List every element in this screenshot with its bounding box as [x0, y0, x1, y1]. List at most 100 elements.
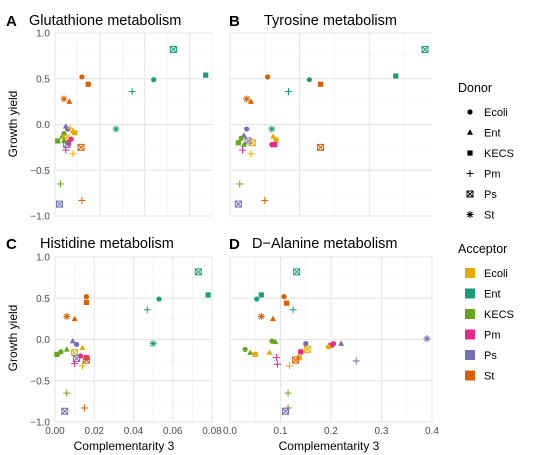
data-point: [270, 133, 277, 139]
legend-plus-icon: [466, 170, 474, 177]
legend-triangle-icon: [467, 129, 473, 135]
legend-color-swatch: [465, 350, 475, 360]
panel-c-x-axis-label: Complementarity 3: [74, 439, 175, 453]
data-point: [303, 345, 311, 353]
data-point: [80, 404, 88, 412]
x-tick-label: 0.3: [375, 426, 389, 437]
data-point: [73, 341, 80, 348]
data-point: [194, 268, 202, 276]
data-point: [71, 359, 79, 367]
legend-asterisk-icon: [466, 211, 474, 218]
data-point: [234, 200, 242, 208]
panel-a: A Glutathione metabolism: [6, 13, 181, 30]
x-tick-label: 0.00: [45, 426, 65, 437]
panel-letter-a: A: [6, 13, 17, 30]
data-point: [236, 180, 244, 188]
data-point: [239, 146, 247, 154]
x-tick-label: 0.0: [223, 426, 237, 437]
data-point: [71, 315, 78, 322]
panel-b-plot: [229, 32, 432, 217]
data-point: [328, 342, 334, 348]
data-point: [265, 74, 271, 80]
data-point: [235, 140, 241, 146]
data-point: [254, 296, 260, 302]
data-point: [63, 346, 70, 352]
data-point: [64, 126, 71, 132]
x-tick-label: 0.02: [85, 426, 105, 437]
data-point: [271, 142, 278, 148]
data-point: [55, 138, 61, 144]
data-point: [83, 299, 89, 305]
data-point: [247, 150, 255, 158]
panel-d-x-axis-label: Complementarity 3: [279, 439, 380, 453]
legend-donor: Donor Ecoli Ent KECS Pm Ps St: [458, 81, 514, 222]
data-point: [243, 95, 251, 103]
data-point: [268, 125, 276, 133]
data-point: [272, 338, 279, 345]
data-point: [247, 98, 254, 104]
y-tick-label: −0.5: [30, 376, 50, 387]
data-point: [273, 360, 281, 368]
panel-b-grid: [229, 32, 432, 217]
data-point: [272, 354, 280, 362]
data-point: [247, 349, 254, 355]
data-point: [79, 344, 86, 350]
data-point: [143, 306, 151, 314]
legend-acceptor-item: St: [465, 370, 494, 383]
legend-donor-label: KECS: [484, 148, 514, 160]
legend-acceptor-label: St: [484, 371, 494, 383]
data-point: [69, 337, 76, 344]
data-point: [156, 296, 162, 302]
data-point: [78, 362, 86, 370]
data-point: [244, 126, 250, 132]
panel-letter-c: C: [6, 236, 17, 253]
x-tick-label: 0.06: [163, 426, 183, 437]
data-point: [284, 389, 292, 397]
panel-b: B Tyrosine metabolism: [229, 13, 397, 30]
legend-donor-label: Ent: [484, 128, 501, 140]
data-point: [66, 124, 74, 132]
legend-square-icon: [467, 150, 473, 156]
data-point: [69, 150, 77, 158]
data-point: [205, 292, 211, 298]
data-point: [286, 362, 294, 370]
panel-d-points: [242, 268, 431, 415]
data-point: [58, 349, 64, 355]
data-point: [283, 300, 290, 306]
data-point: [273, 137, 279, 143]
legend-donor-label: St: [484, 210, 494, 222]
panel-letter-d: D: [229, 236, 240, 253]
legend-color-swatch: [465, 370, 475, 381]
data-point: [149, 340, 157, 348]
legend-donor-label: Pm: [484, 169, 501, 181]
y-tick-label: 0.5: [36, 294, 50, 305]
legend-donor-item: Pm: [466, 169, 501, 181]
data-point: [63, 312, 71, 320]
data-point: [66, 98, 73, 104]
panel-b-title: Tyrosine metabolism: [264, 13, 397, 29]
data-point: [169, 45, 177, 53]
panel-c-plot: −1.0 −0.5 0.0 0.5 1.0 0.00 0.02 0.04 0.06 0.08: [30, 253, 222, 438]
legend-donor-label: Ecoli: [484, 107, 508, 119]
data-point: [56, 180, 64, 188]
panel-c-points: [54, 268, 211, 415]
y-tick-label: 0.5: [36, 74, 50, 85]
data-point: [248, 139, 256, 147]
data-point: [62, 146, 70, 154]
data-point: [59, 133, 66, 139]
data-point: [298, 349, 304, 355]
panel-d: D D−Alanine metabolism: [229, 236, 397, 253]
data-point: [261, 196, 269, 204]
data-point: [238, 135, 244, 141]
y-tick-label: 0.0: [36, 120, 50, 131]
data-point: [55, 200, 63, 208]
legend-acceptor-label: Ecoli: [484, 268, 508, 280]
data-point: [421, 45, 429, 53]
data-point: [203, 72, 209, 78]
data-point: [78, 196, 86, 204]
legend-donor-item: Ent: [467, 128, 501, 140]
legend-acceptor-item: Ent: [465, 288, 501, 301]
data-point: [317, 143, 325, 151]
